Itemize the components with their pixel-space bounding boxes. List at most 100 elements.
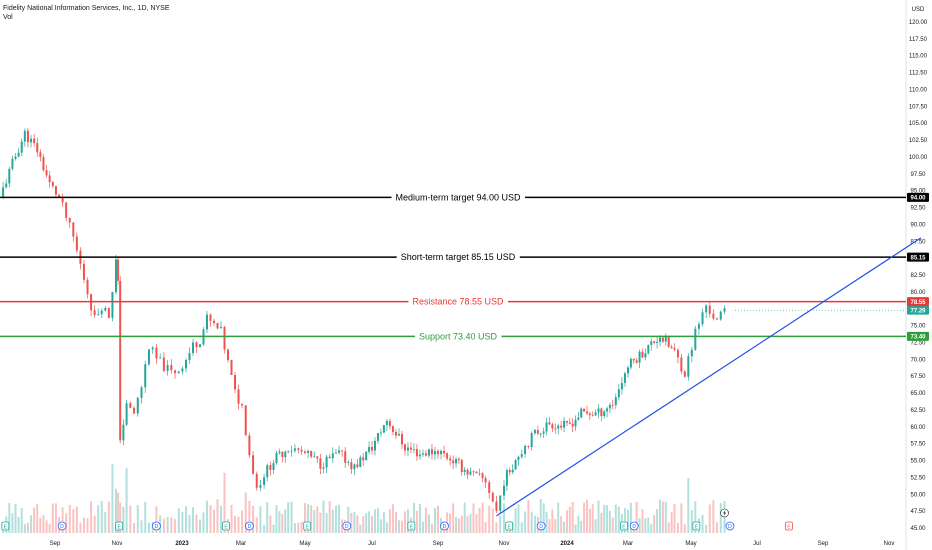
volume-bar — [670, 512, 673, 533]
candle-body — [563, 420, 566, 428]
volume-bar — [368, 511, 371, 533]
volume-bar — [424, 507, 427, 533]
candle-body — [263, 477, 266, 485]
candle-body — [129, 403, 132, 408]
time-tick-label: 2023 — [175, 541, 189, 547]
volume-bar — [353, 511, 356, 533]
candle-body — [275, 452, 278, 464]
volume-bar — [338, 504, 341, 533]
volume-bar — [234, 515, 236, 533]
volume-bar — [216, 499, 219, 533]
dividend-icon-glyph: D — [728, 524, 732, 530]
price-tick-label: 120.00 — [909, 20, 928, 26]
volume-bar — [65, 513, 68, 533]
volume-bar — [676, 522, 679, 533]
volume-bar — [568, 506, 571, 533]
volume-bar — [244, 492, 247, 533]
candle-body — [446, 453, 449, 459]
volume-bar — [638, 518, 641, 533]
candle-body — [600, 408, 603, 417]
volume-bar — [530, 511, 533, 533]
candle-body — [174, 370, 177, 374]
candle-body — [560, 425, 563, 428]
candle-body — [362, 457, 365, 461]
volume-bar — [701, 514, 704, 533]
volume-bar — [45, 520, 48, 533]
volume-bar — [284, 509, 287, 533]
candle-body — [227, 349, 229, 360]
volume-bar — [627, 509, 629, 533]
candle-body — [400, 434, 403, 445]
volume-bar — [503, 503, 505, 533]
price-tick-label: 82.50 — [910, 273, 926, 279]
candle-body — [687, 356, 690, 377]
volume-bar — [694, 501, 697, 533]
candle-body — [36, 143, 39, 153]
candle-body — [491, 492, 494, 502]
candle-body — [241, 403, 244, 406]
volume-bar — [129, 505, 132, 533]
volume-bar — [356, 515, 359, 533]
volume-bar — [539, 499, 542, 533]
level-price-tag-value: 85.15 — [910, 255, 926, 261]
volume-bar — [107, 501, 110, 533]
candle-body — [632, 358, 635, 361]
candle-body — [151, 347, 154, 350]
candle-body — [440, 451, 443, 455]
current-price-value: 77.29 — [910, 308, 926, 314]
time-tick-label: Nov — [884, 541, 895, 547]
volume-bar — [269, 515, 272, 533]
volume-bar — [255, 517, 258, 533]
volume-bar — [650, 524, 653, 533]
candle-body — [457, 459, 460, 460]
volume-bar — [385, 522, 388, 533]
candle-body — [539, 433, 542, 435]
dividend-icon-glyph: D — [248, 524, 252, 530]
volume-bar — [75, 506, 78, 533]
volume-bar — [328, 501, 331, 533]
volume-bar — [585, 499, 588, 533]
candle-body — [514, 460, 517, 470]
dividend-icon-glyph: D — [632, 524, 636, 530]
price-tick-label: 102.50 — [909, 138, 928, 144]
candle-body — [54, 186, 57, 195]
volume-bar — [23, 524, 26, 533]
candle-body — [310, 450, 313, 457]
candle-body — [136, 397, 139, 414]
volume-bar — [290, 501, 293, 533]
volume-bar — [331, 509, 334, 533]
candle-body — [455, 459, 458, 464]
candle-body — [617, 389, 620, 398]
volume-bar — [133, 523, 136, 533]
candle-body — [86, 279, 89, 295]
candle-body — [614, 397, 617, 406]
candle-body — [23, 130, 26, 142]
volume-bar — [397, 520, 400, 533]
candle-body — [591, 414, 594, 416]
time-tick-label: Mar — [623, 541, 633, 547]
candle-body — [644, 353, 647, 358]
candle-body — [661, 337, 664, 342]
time-tick-label: Sep — [433, 541, 444, 547]
earnings-icon-glyph: E — [787, 525, 791, 531]
price-tick-label: 55.00 — [910, 459, 926, 465]
candle-body — [701, 312, 704, 325]
level-label: Resistance 78.55 USD — [412, 297, 504, 307]
volume-bar — [341, 519, 344, 533]
volume-bar — [382, 512, 385, 533]
candle-body — [14, 156, 17, 159]
candle-body — [347, 462, 350, 463]
candle-body — [8, 168, 11, 184]
volume-bar — [457, 518, 460, 533]
candle-body — [505, 470, 508, 486]
price-tick-label: 92.50 — [910, 206, 926, 212]
volume-bar — [478, 507, 481, 533]
candle-body — [580, 408, 583, 418]
volume-bar — [365, 513, 368, 533]
volume-bar — [472, 503, 475, 533]
earnings-icon — [620, 521, 628, 531]
volume-bar — [466, 515, 469, 533]
time-tick-label: Jul — [753, 541, 761, 547]
volume-bar — [653, 515, 656, 533]
